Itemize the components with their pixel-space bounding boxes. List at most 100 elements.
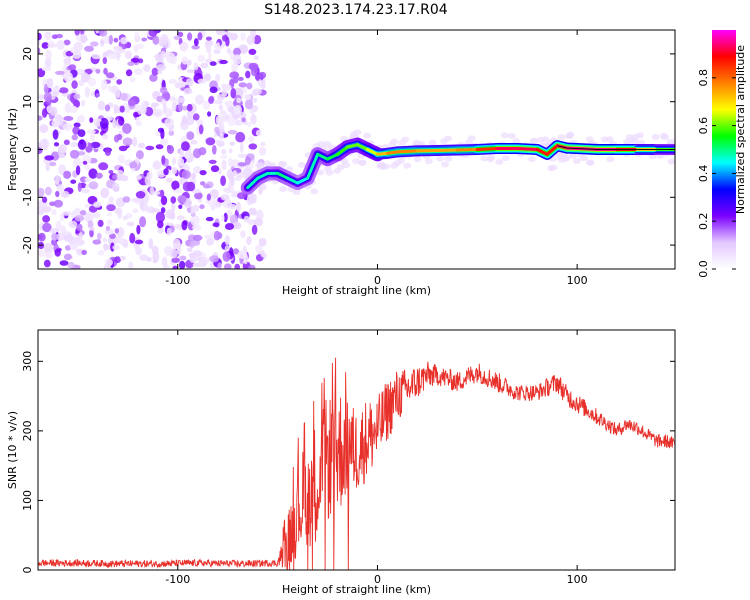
ridge-haze: [248, 197, 257, 204]
figure-title: S148.2023.174.23.17.R04: [264, 2, 447, 18]
noise-blob: [192, 224, 202, 231]
noise-blob: [183, 87, 193, 95]
noise-blob: [87, 77, 96, 87]
y-tick-label: 100: [21, 490, 34, 511]
noise-blob: [84, 177, 91, 182]
ridge-haze: [586, 159, 595, 166]
ridge-haze: [585, 136, 594, 143]
noise-blob: [199, 204, 205, 210]
noise-blob: [144, 106, 154, 117]
noise-blob: [84, 212, 94, 223]
noise-blob: [103, 67, 108, 75]
noise-blob: [42, 196, 48, 203]
ridge-haze: [390, 162, 399, 169]
ridge-segment: [475, 147, 499, 151]
noise-blob: [112, 182, 120, 192]
noise-blob: [227, 105, 235, 113]
ridge-core: [557, 145, 568, 149]
noise-blob: [150, 208, 161, 213]
noise-blob: [113, 37, 119, 43]
noise-blob: [84, 45, 94, 52]
noise-blob: [157, 170, 166, 178]
noise-blob: [240, 230, 246, 238]
noise-blob: [135, 150, 144, 160]
noise-blob: [97, 219, 104, 227]
noise-blob: [198, 147, 207, 156]
noise-blob: [229, 141, 235, 146]
noise-blob: [229, 247, 234, 256]
noise-blob: [186, 69, 195, 74]
noise-blob: [209, 189, 219, 200]
noise-blob: [202, 100, 211, 110]
y-tick-label: 20: [21, 47, 34, 61]
noise-blob: [252, 98, 258, 103]
noise-blob: [52, 129, 59, 140]
noise-blob: [171, 257, 180, 263]
noise-blob: [179, 42, 188, 52]
ridge-segment: [386, 150, 399, 155]
noise-blob: [212, 222, 220, 227]
noise-blob: [186, 109, 193, 118]
noise-blob: [184, 151, 191, 160]
noise-blob: [81, 188, 91, 194]
noise-blob: [181, 220, 188, 231]
ridge-segment: [286, 176, 300, 185]
noise-blob: [45, 163, 50, 172]
noise-blob: [202, 184, 211, 189]
noise-blob: [51, 233, 58, 241]
noise-blob: [151, 67, 159, 76]
noise-blob: [76, 239, 85, 245]
noise-blob: [233, 104, 242, 115]
noise-blob: [152, 160, 162, 171]
noise-blob: [42, 215, 50, 223]
noise-blob: [255, 244, 263, 254]
noise-blob: [210, 165, 220, 173]
noise-blob: [41, 42, 49, 49]
noise-blob: [190, 139, 198, 145]
noise-blob: [80, 72, 90, 83]
ridge-haze: [310, 188, 319, 195]
noise-blob: [240, 32, 246, 41]
noise-blob: [39, 124, 49, 134]
ridge-haze: [258, 184, 267, 191]
noise-blob: [169, 248, 178, 259]
noise-blob: [118, 236, 124, 245]
noise-blob: [38, 32, 42, 41]
ridge-haze: [527, 156, 536, 163]
noise-blob: [177, 195, 187, 204]
ridge-haze: [352, 158, 361, 165]
noise-blob: [58, 87, 69, 94]
ridge-haze: [501, 155, 510, 162]
ridge-segment: [395, 149, 419, 154]
y-tick-label: 0: [21, 146, 34, 153]
noise-blob: [135, 191, 146, 199]
noise-blob: [224, 263, 232, 269]
spectrogram-plot-area: [38, 30, 675, 269]
noise-blob: [130, 57, 140, 63]
x-tick-label: -100: [165, 274, 190, 287]
noise-blob: [157, 127, 164, 133]
noise-blob: [133, 111, 139, 118]
noise-blob: [106, 260, 112, 268]
snr-x-axis-label: Height of straight line (km): [282, 583, 431, 596]
noise-blob: [175, 188, 183, 194]
colorbar-tick-label: 0.8: [697, 69, 710, 87]
ridge-haze: [413, 156, 422, 163]
noise-blob: [258, 237, 267, 247]
noise-blob: [207, 111, 212, 117]
noise-blob: [178, 204, 183, 210]
noise-blob: [241, 117, 246, 123]
noise-blob: [127, 61, 135, 66]
noise-blob: [208, 159, 217, 164]
noise-blob: [166, 145, 174, 154]
noise-blob: [79, 210, 87, 216]
noise-blob: [99, 30, 108, 37]
noise-blob: [133, 68, 143, 75]
noise-blob: [171, 101, 177, 112]
noise-blob: [181, 56, 189, 65]
ridge-haze: [298, 162, 306, 168]
noise-blob: [246, 82, 253, 90]
ridge-core: [577, 148, 598, 150]
ridge-haze: [401, 136, 410, 143]
noise-blob: [168, 130, 175, 137]
